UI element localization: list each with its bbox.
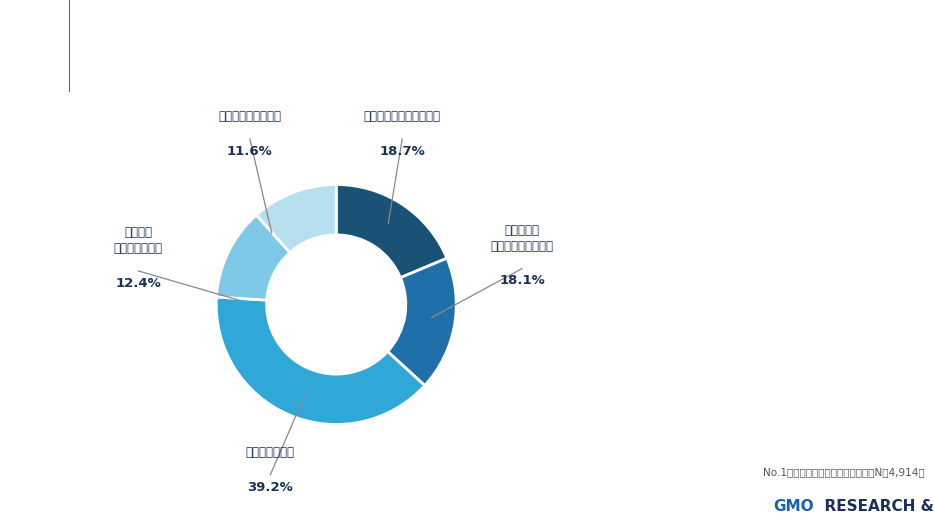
Wedge shape [217, 297, 425, 425]
Wedge shape [388, 258, 456, 385]
Text: 12.4%: 12.4% [116, 277, 162, 290]
Text: 18.1%: 18.1% [500, 275, 545, 288]
Text: 39.2%: 39.2% [248, 481, 293, 494]
Text: RESEARCH & AI: RESEARCH & AI [814, 499, 934, 514]
Text: 昨今の消費者庁のNo.1広告の摘発についてどのようなイメージを持ちますか？: 昨今の消費者庁のNo.1広告の摘発についてどのようなイメージを持ちますか？ [88, 23, 382, 36]
Text: 18.7%: 18.7% [379, 145, 425, 158]
Text: 11.6%: 11.6% [227, 145, 273, 158]
Text: 企業のイメージについて教えてください: 企業のイメージについて教えてください [88, 60, 232, 72]
Text: あまり良い
イメージを持たない: あまり良い イメージを持たない [490, 224, 554, 253]
Text: 良いイメージを持たない: 良いイメージを持たない [363, 110, 441, 123]
Wedge shape [256, 184, 336, 253]
Wedge shape [336, 184, 447, 278]
Wedge shape [217, 215, 290, 300]
Text: Q4: Q4 [21, 37, 49, 55]
Text: GMO: GMO [773, 499, 814, 514]
Text: 良いイメージを持つ: 良いイメージを持つ [219, 110, 281, 123]
Text: やや良い
イメージを持つ: やや良い イメージを持つ [114, 226, 163, 255]
Text: どちらでもない: どちらでもない [246, 446, 295, 459]
Text: No.1表記・広告に関する実態調査（N＝4,914）: No.1表記・広告に関する実態調査（N＝4,914） [763, 467, 925, 477]
